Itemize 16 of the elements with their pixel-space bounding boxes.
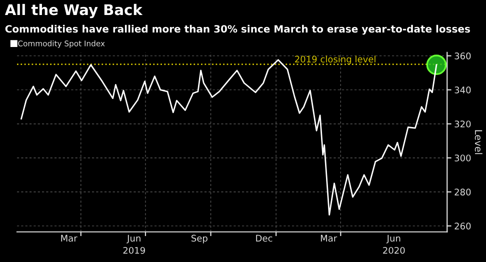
chart-subtitle: Commodities have rallied more than 30% since March to erase year-to-date losses: [5, 24, 470, 35]
y-tick-label: 320: [454, 120, 471, 128]
x-tick-label: Dec: [256, 234, 272, 242]
y-tick-label: 300: [454, 154, 471, 162]
ref-line-label: 2019 closing level: [295, 56, 376, 64]
x-tick-label: Jun 2020: [383, 234, 405, 254]
y-axis-title: Level: [474, 130, 482, 154]
y-tick-label: 260: [454, 222, 471, 230]
x-tick-label: Mar: [320, 234, 338, 242]
x-tick-label: Jun 2019: [123, 234, 145, 254]
y-tick-label: 280: [454, 188, 471, 196]
chart-title: All the Way Back: [4, 4, 143, 18]
y-tick-label: 360: [454, 52, 471, 60]
x-tick-label: Sep: [192, 234, 208, 244]
x-tick-label: Mar: [61, 234, 78, 242]
y-tick-label: 340: [454, 86, 471, 94]
